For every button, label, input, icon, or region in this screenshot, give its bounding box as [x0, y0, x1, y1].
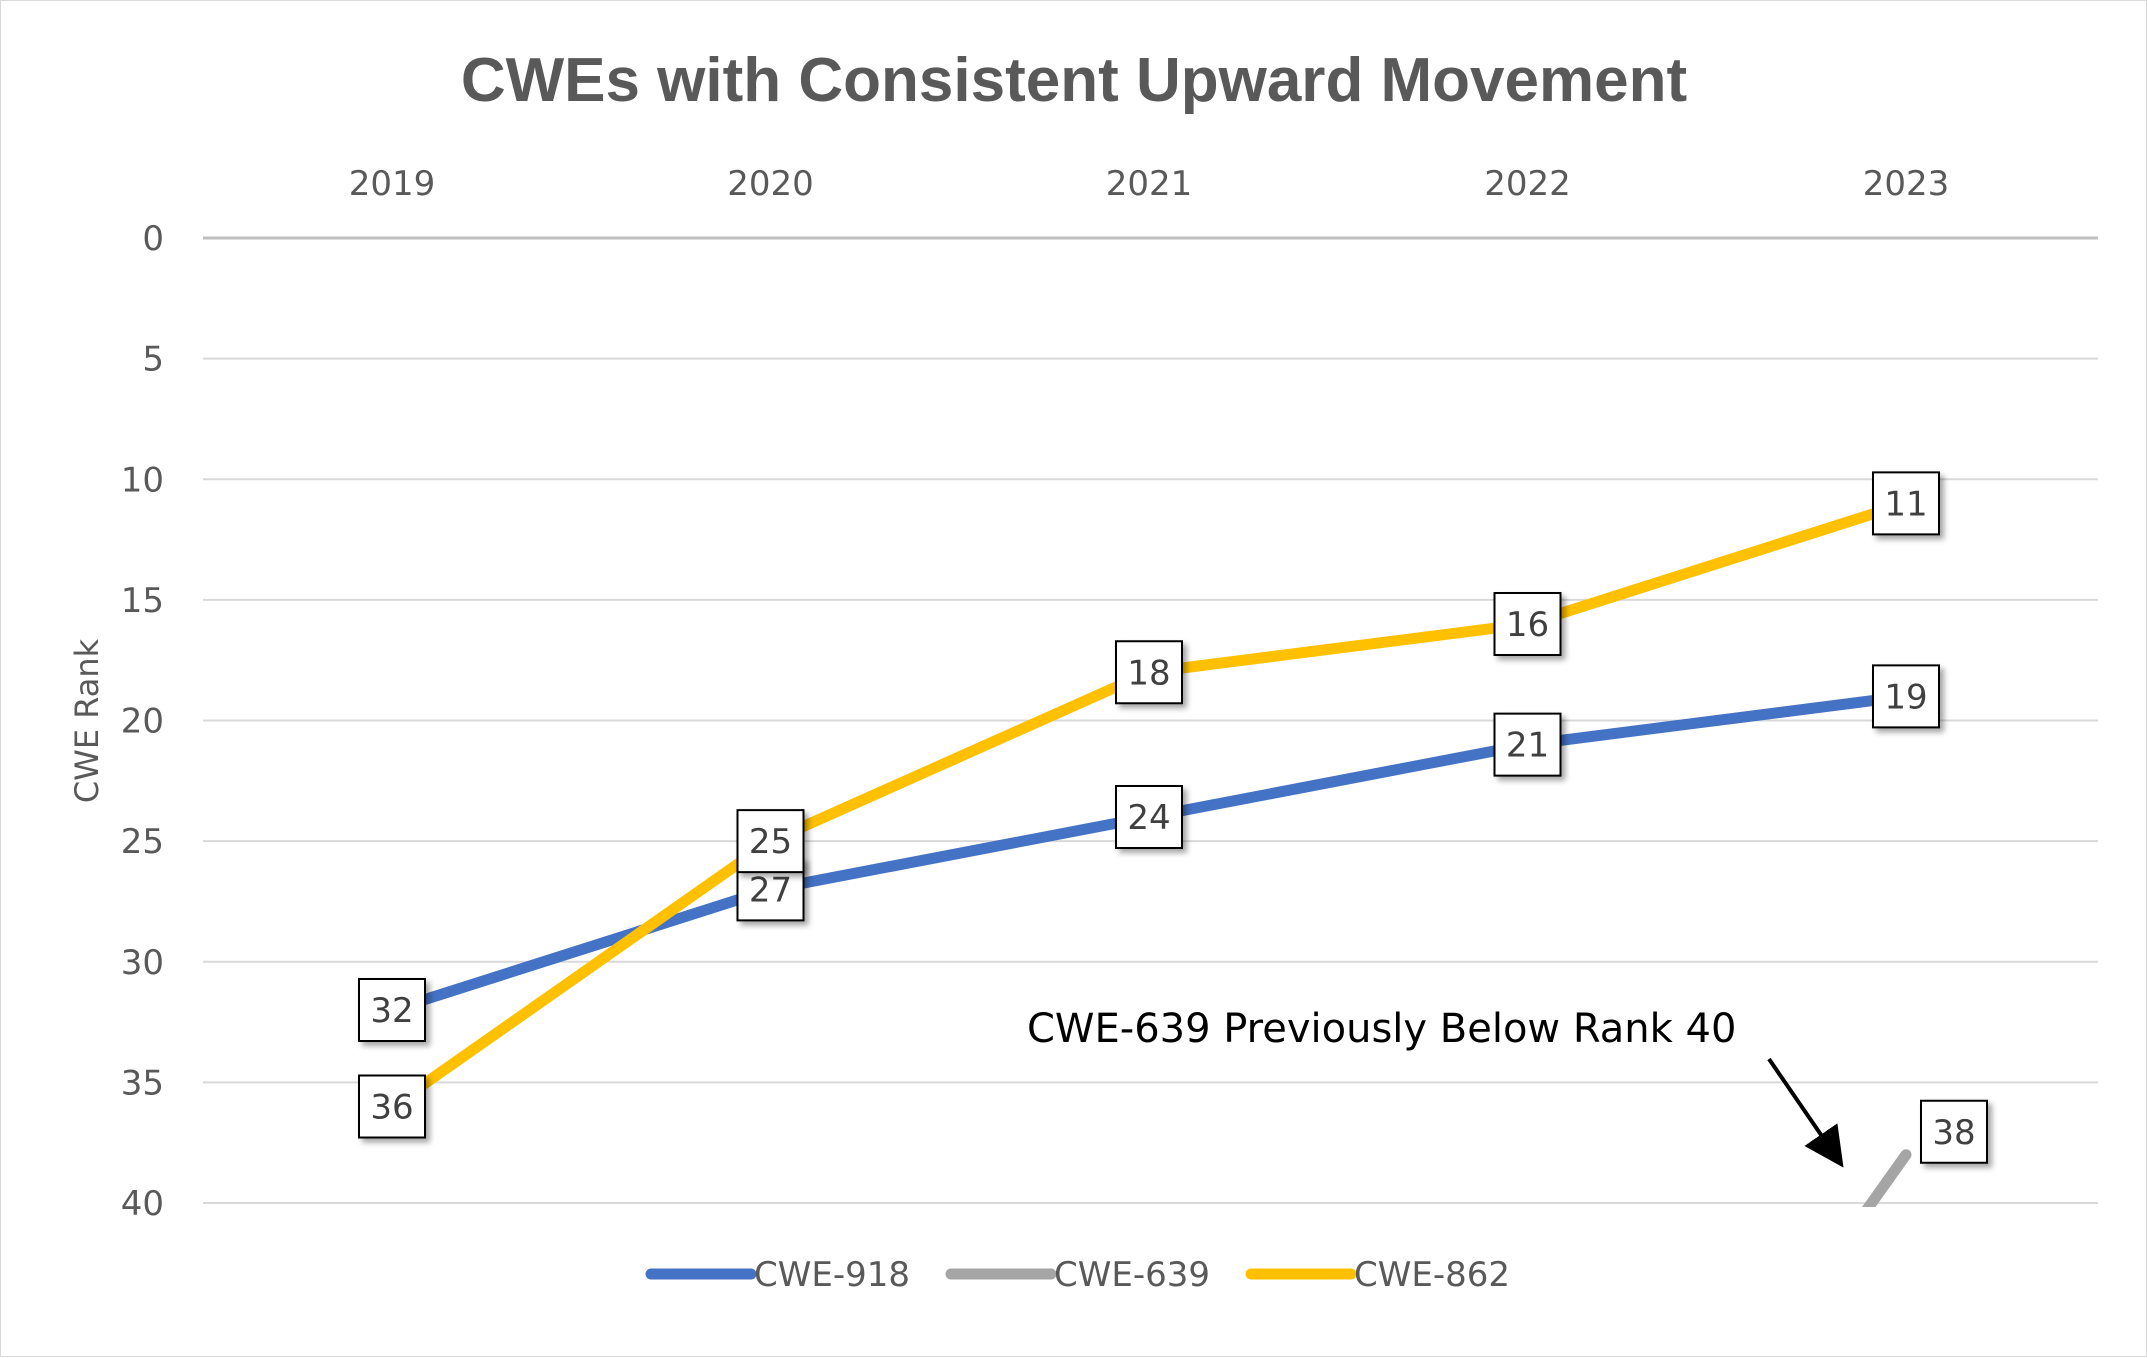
series-line-cwe-918: [386, 690, 1912, 1016]
data-label-box: [1920, 1099, 1988, 1164]
annotation: CWE-639 Previously Below Rank 40: [1027, 1006, 1844, 1168]
data-label-text: 32: [370, 991, 413, 1031]
y-tick-label: 35: [121, 1063, 164, 1103]
data-label-text: 11: [1884, 484, 1927, 524]
legend-label: CWE-639: [1054, 1255, 1210, 1295]
y-tick-label: 20: [121, 702, 164, 742]
data-label-text: 25: [749, 822, 792, 862]
data-label-cwe-862: 16: [1493, 592, 1562, 656]
y-tick-label: 40: [121, 1184, 164, 1224]
data-label-cwe-639: 38: [1920, 1099, 1988, 1164]
x-tick-label: 2021: [1106, 164, 1193, 204]
legend-label: CWE-862: [1354, 1255, 1510, 1295]
data-label-cwe-918: 24: [1115, 785, 1183, 849]
annotation-arrow: [1767, 1057, 1844, 1168]
data-label-box: [358, 1074, 426, 1139]
data-label-text: 27: [749, 870, 792, 910]
series-line-cwe-639: [1861, 1149, 1912, 1207]
x-tick-label: 2020: [727, 164, 814, 204]
y-axis-ticks: 0 5 10 15 20 25 30 35 40: [121, 219, 164, 1224]
data-label-box: [1872, 664, 1940, 729]
legend-item-cwe-862: CWE-862: [1245, 1255, 1510, 1295]
y-tick-label: 5: [142, 340, 164, 380]
x-tick-label: 2023: [1863, 164, 1950, 204]
data-label-box: [736, 809, 805, 874]
y-tick-label: 10: [121, 460, 164, 500]
legend: CWE-918 CWE-639 CWE-862: [645, 1255, 1510, 1295]
data-label-text: 16: [1506, 605, 1549, 645]
x-axis-ticks: 2019 2020 2021 2022 2023: [349, 164, 1950, 204]
data-label-box: [1493, 592, 1562, 656]
data-label-cwe-918: 32: [358, 978, 426, 1042]
data-label-cwe-862: 18: [1115, 640, 1183, 705]
data-label-text: 38: [1932, 1113, 1975, 1153]
data-label-box: [1872, 471, 1940, 536]
chart-title: CWEs with Consistent Upward Movement: [461, 46, 1687, 115]
data-label-cwe-862: 11: [1872, 471, 1940, 536]
data-label-text: 24: [1127, 798, 1170, 838]
data-label-text: 21: [1506, 726, 1549, 766]
data-label-cwe-862: 36: [358, 1074, 426, 1139]
data-label-cwe-862: 25: [736, 809, 805, 874]
data-label-cwe-918: 21: [1493, 712, 1562, 777]
x-tick-label: 2019: [349, 164, 436, 204]
series-lines: [386, 497, 1912, 1207]
legend-item-cwe-918: CWE-918: [645, 1255, 910, 1295]
data-label-text: 36: [370, 1088, 413, 1128]
y-tick-label: 15: [121, 581, 164, 621]
legend-item-cwe-639: CWE-639: [945, 1255, 1210, 1295]
x-tick-label: 2022: [1484, 164, 1571, 204]
data-label-box: [1493, 712, 1562, 777]
annotation-text: CWE-639 Previously Below Rank 40: [1027, 1006, 1736, 1052]
y-tick-label: 0: [142, 219, 164, 259]
y-axis-label: CWE Rank: [68, 638, 106, 803]
legend-label: CWE-918: [754, 1255, 910, 1295]
data-label-box: [1115, 785, 1183, 849]
gridlines: [203, 236, 2098, 1204]
data-labels: 32 27 24 21 19 38 36 25 18 16 11: [358, 471, 1988, 1164]
y-tick-label: 25: [121, 822, 164, 862]
data-label-text: 19: [1884, 677, 1927, 717]
y-tick-label: 30: [121, 943, 164, 983]
data-label-text: 18: [1127, 653, 1170, 693]
data-label-box: [358, 978, 426, 1042]
data-label-box: [1115, 640, 1183, 705]
data-label-cwe-918: 19: [1872, 664, 1940, 729]
